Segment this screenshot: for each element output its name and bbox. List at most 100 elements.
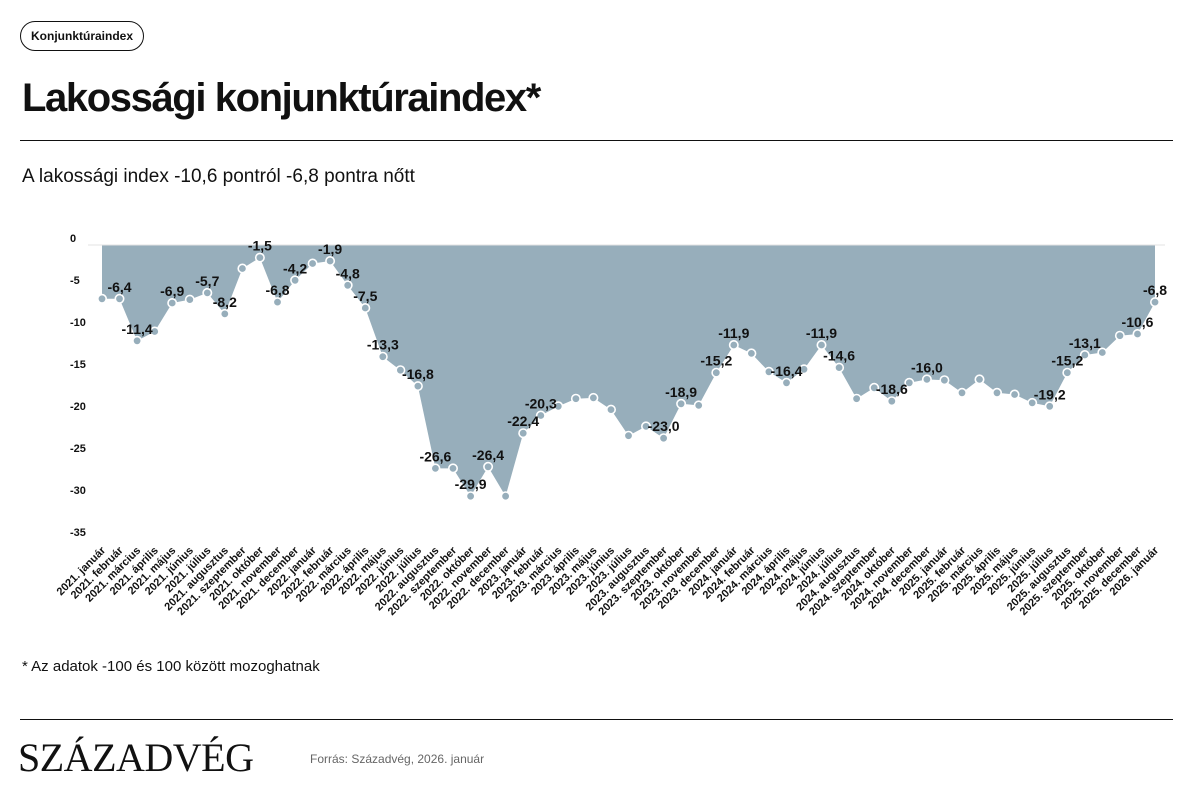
data-point: [237, 263, 248, 274]
data-point: [991, 387, 1002, 398]
data-point: [676, 398, 687, 409]
data-point: [956, 387, 967, 398]
data-label: -13,3: [367, 337, 399, 353]
category-tag: Konjunktúraindex: [20, 21, 145, 51]
data-point: [746, 348, 757, 359]
data-point: [325, 255, 336, 266]
data-label: -16,4: [771, 363, 803, 379]
data-point: [132, 335, 143, 346]
data-point: [500, 491, 511, 502]
data-label: -20,3: [525, 396, 557, 412]
data-labels: -6,4 -11,4 -6,9 -5,7 -8,2 -1,5 -6,8 -4,2 -1,9 -4,…: [107, 238, 1167, 493]
data-point: [886, 396, 897, 407]
data-point: [430, 463, 441, 474]
top-divider: [20, 140, 1173, 141]
data-label: -5,7: [195, 273, 219, 289]
data-label: -6,4: [107, 279, 131, 295]
data-label: -22,4: [507, 413, 539, 429]
data-point: [412, 381, 423, 392]
y-tick-label: -25: [70, 443, 86, 455]
data-label: -6,8: [265, 282, 289, 298]
data-point: [623, 430, 634, 441]
data-point: [904, 377, 915, 388]
data-point: [1132, 328, 1143, 339]
y-tick-label: -35: [70, 527, 86, 539]
data-point: [763, 366, 774, 377]
data-label: -11,4: [122, 321, 153, 337]
data-point: [1009, 389, 1020, 400]
data-point: [254, 252, 265, 263]
data-point: [869, 382, 880, 393]
data-point: [1097, 347, 1108, 358]
data-point: [149, 326, 160, 337]
y-tick-label: 0: [70, 233, 76, 245]
data-point: [939, 375, 950, 386]
data-point: [184, 294, 195, 305]
data-label: -29,9: [455, 476, 487, 492]
data-label: -15,2: [1051, 353, 1083, 369]
data-label: -26,6: [419, 448, 451, 464]
data-point: [798, 364, 809, 375]
data-label: -1,9: [318, 241, 342, 257]
data-point: [202, 287, 213, 298]
y-tick-label: -30: [70, 485, 86, 497]
data-point: [97, 293, 108, 304]
page-title: Lakossági konjunktúraindex*: [22, 76, 541, 120]
data-point: [518, 428, 529, 439]
data-point: [605, 404, 616, 415]
data-point: [219, 308, 230, 319]
data-point: [711, 367, 722, 378]
data-point: [1027, 397, 1038, 408]
y-axis: 0 -5 -10 -15 -20 -25 -30 -35: [70, 233, 1165, 539]
data-label: -13,1: [1069, 335, 1101, 351]
data-point: [167, 297, 178, 308]
data-label: -18,9: [665, 384, 697, 400]
data-label: -18,6: [876, 381, 908, 397]
data-point: [640, 421, 651, 432]
data-label: -26,4: [472, 447, 504, 463]
area-series: [102, 245, 1155, 497]
data-point: [483, 461, 494, 472]
data-label: -15,2: [700, 353, 732, 369]
data-label: -1,5: [248, 238, 272, 254]
data-point: [290, 275, 301, 286]
data-label: -16,8: [402, 366, 434, 382]
data-point: [1114, 330, 1125, 341]
data-point: [658, 433, 669, 444]
data-point: [974, 374, 985, 385]
data-label: -4,2: [283, 260, 307, 276]
data-point: [553, 401, 564, 412]
data-points: [97, 252, 1161, 502]
data-point: [1044, 401, 1055, 412]
data-label: -11,9: [806, 325, 837, 341]
data-point: [272, 297, 283, 308]
data-point: [588, 392, 599, 403]
data-point: [360, 302, 371, 313]
data-point: [447, 463, 458, 474]
bottom-divider: [20, 719, 1173, 720]
data-label: -4,8: [336, 265, 360, 281]
data-point: [816, 339, 827, 350]
data-point: [921, 374, 932, 385]
data-label: -8,2: [213, 294, 237, 310]
data-label: -7,5: [353, 288, 377, 304]
data-point: [114, 293, 125, 304]
y-tick-label: -20: [70, 401, 86, 413]
data-point: [1150, 297, 1161, 308]
source-note: Forrás: Századvég, 2026. január: [310, 752, 485, 766]
data-point: [728, 339, 739, 350]
data-point: [1062, 367, 1073, 378]
data-label: -14,6: [823, 348, 855, 364]
data-point: [851, 393, 862, 404]
y-tick-label: -10: [70, 317, 86, 329]
data-label: -6,9: [160, 283, 184, 299]
data-point: [570, 393, 581, 404]
data-label: -10,6: [1122, 314, 1154, 330]
brand-logo: SZÁZADVÉG: [18, 735, 254, 780]
y-tick-label: -5: [70, 275, 80, 287]
data-point: [834, 362, 845, 373]
data-label: -23,0: [648, 418, 680, 434]
data-point: [781, 377, 792, 388]
